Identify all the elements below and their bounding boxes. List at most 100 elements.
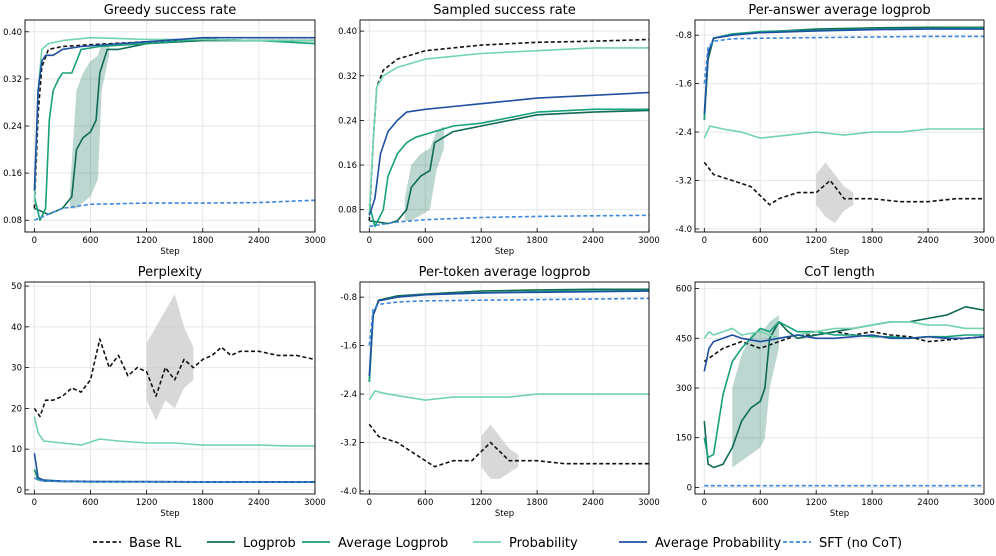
y-tick-label: -2.4: [340, 390, 357, 400]
legend-item-logprob: Logprob: [207, 536, 296, 551]
y-tick-label: -0.8: [675, 31, 692, 41]
y-tick-label: 0: [17, 486, 22, 496]
y-tick-label: 0.16: [338, 161, 357, 171]
chart-title: Greedy success rate: [104, 3, 237, 18]
series-line-average-probability: [368, 290, 649, 376]
x-tick-label: 600: [82, 236, 98, 246]
x-tick-label: 2400: [582, 498, 604, 508]
series-line-base-rl: [368, 423, 649, 468]
x-tick-label: 3000: [304, 236, 326, 246]
series-line-sft-no-cot: [368, 297, 649, 346]
x-tick-label: 0: [367, 498, 372, 508]
x-tick-label: 600: [82, 498, 98, 508]
x-tick-label: 1800: [526, 498, 548, 508]
series-line-average-logprob: [703, 27, 984, 120]
panel-greedy-success-rate: 0 600 1200 1800 2400 3000 0.08 0.16 0.24 0.32 0.40…: [3, 3, 326, 257]
plot-area: [703, 305, 984, 487]
y-tick-label: 10: [11, 445, 22, 455]
series-line-logprob: [703, 26, 984, 120]
x-axis-label: Step: [160, 509, 179, 519]
x-tick-label: 0: [32, 498, 37, 508]
x-tick-label: 3000: [973, 236, 995, 246]
series-line-average-logprob: [368, 289, 649, 382]
x-tick-label: 3000: [304, 498, 326, 508]
x-tick-label: 0: [702, 498, 707, 508]
legend-item-average-logprob: Average Logprob: [302, 536, 448, 551]
y-tick-label: -1.6: [675, 80, 692, 90]
series-line-average-probability: [33, 453, 315, 483]
band-base-rl: [816, 162, 854, 223]
series-line-average-probability: [33, 36, 315, 191]
y-tick-label: 0.40: [338, 27, 357, 37]
x-tick-label: 1800: [861, 498, 883, 508]
x-tick-label: 2400: [917, 236, 939, 246]
x-tick-label: 1200: [805, 498, 827, 508]
x-tick-label: 0: [367, 236, 372, 246]
panel-per-token-average-logprob: 0 600 1200 1800 2400 3000 -4.0 -3.2 -2.4 -1.6 -0.8…: [340, 265, 659, 519]
band-logprob: [732, 315, 779, 468]
y-tick-label: 300: [676, 384, 692, 394]
x-tick-label: 1200: [805, 236, 827, 246]
legend-label: SFT (no CoT): [819, 536, 902, 551]
x-tick-label: 2400: [248, 498, 270, 508]
y-tick-label: -4.0: [340, 487, 357, 497]
panel-cot-length: 0 600 1200 1800 2400 3000 0 150 300 450 600 Step CoT…: [676, 265, 995, 519]
y-tick-label: 600: [676, 285, 692, 295]
x-axis-label: Step: [495, 509, 514, 519]
series-line-base-rl: [33, 38, 315, 209]
x-tick-label: 3000: [973, 498, 995, 508]
x-axis-label: Step: [830, 509, 849, 519]
x-tick-label: 3000: [638, 236, 660, 246]
series-line-base-rl: [703, 161, 984, 206]
series-line-average-probability: [703, 28, 984, 114]
legend-item-base-rl: Base RL: [93, 536, 182, 551]
axes-frame: [24, 281, 316, 495]
plot-area: [368, 38, 649, 228]
x-axis-label: Step: [160, 247, 179, 257]
x-tick-label: 1800: [192, 236, 214, 246]
series-line-probability: [703, 125, 984, 139]
series-line-average-logprob: [368, 108, 649, 228]
plot-area: [368, 288, 649, 479]
legend: Base RL Logprob Average Logprob Probability…: [93, 536, 902, 551]
x-tick-label: 1200: [136, 498, 158, 508]
series-line-base-rl: [33, 338, 315, 418]
chart-title: CoT length: [804, 265, 875, 280]
legend-label: Logprob: [243, 536, 296, 551]
x-axis-label: Step: [830, 247, 849, 257]
x-tick-label: 600: [752, 236, 768, 246]
series-line-probability: [368, 390, 649, 401]
legend-label: Average Probability: [655, 536, 782, 551]
y-tick-label: 0.16: [3, 169, 22, 179]
x-tick-label: 2400: [917, 498, 939, 508]
legend-label: Base RL: [129, 536, 182, 551]
x-tick-label: 2400: [582, 236, 604, 246]
series-line-sft-no-cot: [703, 35, 984, 84]
panel-per-answer-average-logprob: 0 600 1200 1800 2400 3000 -4.0 -3.2 -2.4 -1.6 -0.8…: [675, 3, 994, 257]
y-tick-label: 0: [687, 483, 692, 493]
series-line-probability: [368, 47, 649, 216]
legend-label: Probability: [509, 536, 578, 551]
axes-frame: [359, 281, 650, 495]
x-axis-label: Step: [495, 247, 514, 257]
series-line-logprob: [369, 109, 649, 225]
axes-frame: [359, 19, 650, 233]
y-tick-label: 0.32: [338, 72, 357, 82]
x-tick-label: 1200: [470, 236, 492, 246]
x-tick-label: 0: [702, 236, 707, 246]
series-line-logprob: [368, 288, 649, 382]
y-tick-label: -4.0: [675, 225, 692, 235]
legend-item-sft-no-cot: SFT (no CoT): [783, 536, 902, 551]
x-tick-label: 1800: [526, 236, 548, 246]
x-tick-label: 600: [417, 236, 433, 246]
y-tick-label: 20: [11, 404, 22, 414]
series-line-average-probability: [368, 91, 649, 216]
y-tick-label: -3.2: [675, 177, 692, 187]
x-tick-label: 2400: [248, 236, 270, 246]
x-tick-label: 1800: [861, 236, 883, 246]
y-tick-label: 150: [676, 434, 692, 444]
series-line-average-logprob: [33, 469, 315, 484]
y-tick-label: -0.8: [340, 293, 357, 303]
y-tick-label: 40: [11, 323, 22, 333]
